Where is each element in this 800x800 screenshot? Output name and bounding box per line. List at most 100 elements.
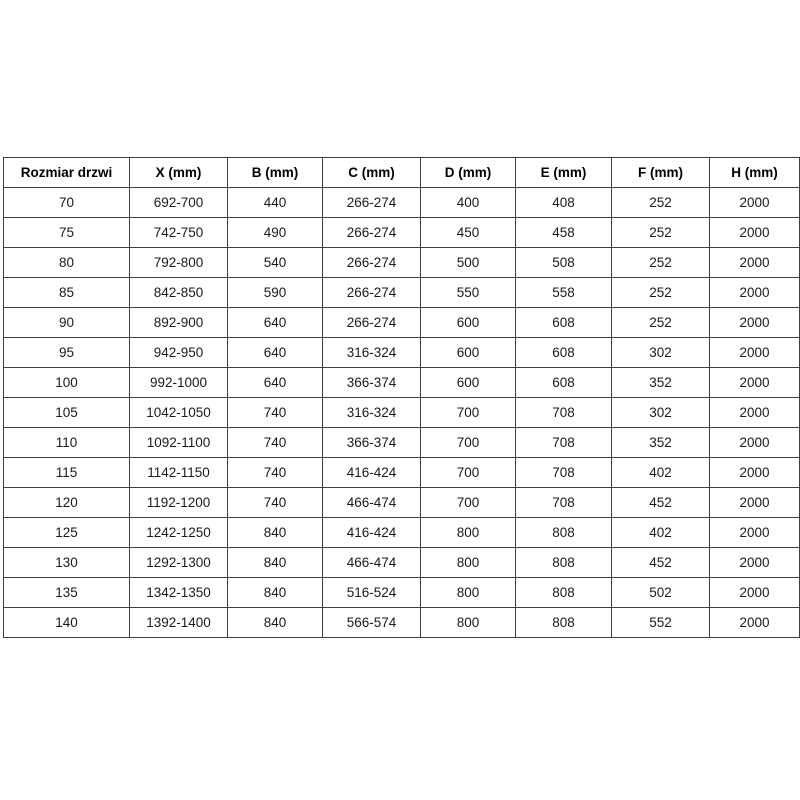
column-header-rozmiar-drzwi: Rozmiar drzwi — [3, 157, 130, 188]
table-cell: 740 — [227, 427, 323, 458]
table-cell: 840 — [227, 577, 323, 608]
column-header-d-mm: D (mm) — [420, 157, 516, 188]
table-cell: 842-850 — [129, 277, 228, 308]
table-cell: 600 — [420, 367, 516, 398]
table-row: 105 1042-1050 740 316-324 700 708 302 2000 — [3, 397, 800, 428]
table-row: 70 692-700 440 266-274 400 408 252 2000 — [3, 187, 800, 218]
table-cell: 2000 — [709, 577, 800, 608]
table-cell: 100 — [3, 367, 130, 398]
table-cell: 135 — [3, 577, 130, 608]
table-cell: 2000 — [709, 217, 800, 248]
table-row: 75 742-750 490 266-274 450 458 252 2000 — [3, 217, 800, 248]
table-header: Rozmiar drzwi X (mm) B (mm) C (mm) D (mm… — [3, 157, 800, 188]
table-cell: 402 — [611, 517, 710, 548]
table-cell: 416-424 — [322, 457, 421, 488]
column-header-h-mm: H (mm) — [709, 157, 800, 188]
table-cell: 800 — [420, 607, 516, 638]
table-row: 135 1342-1350 840 516-524 800 808 502 2000 — [3, 577, 800, 608]
table-cell: 458 — [515, 217, 612, 248]
table-cell: 266-274 — [322, 247, 421, 278]
table-cell: 608 — [515, 337, 612, 368]
table-cell: 1142-1150 — [129, 457, 228, 488]
table-cell: 316-324 — [322, 337, 421, 368]
table-cell: 416-424 — [322, 517, 421, 548]
table-cell: 402 — [611, 457, 710, 488]
table-cell: 708 — [515, 427, 612, 458]
table-cell: 608 — [515, 367, 612, 398]
table-cell: 708 — [515, 397, 612, 428]
table-cell: 700 — [420, 427, 516, 458]
table-cell: 708 — [515, 487, 612, 518]
table-cell: 800 — [420, 547, 516, 578]
table-cell: 130 — [3, 547, 130, 578]
table-cell: 266-274 — [322, 307, 421, 338]
table-cell: 466-474 — [322, 487, 421, 518]
table-cell: 140 — [3, 607, 130, 638]
table-cell: 700 — [420, 457, 516, 488]
table-cell: 892-900 — [129, 307, 228, 338]
table-cell: 840 — [227, 547, 323, 578]
table-cell: 2000 — [709, 547, 800, 578]
table-cell: 95 — [3, 337, 130, 368]
table-cell: 550 — [420, 277, 516, 308]
table-cell: 1092-1100 — [129, 427, 228, 458]
table-cell: 742-750 — [129, 217, 228, 248]
table-cell: 640 — [227, 367, 323, 398]
table-cell: 840 — [227, 517, 323, 548]
table-cell: 808 — [515, 577, 612, 608]
column-header-c-mm: C (mm) — [322, 157, 421, 188]
table-cell: 2000 — [709, 607, 800, 638]
table-cell: 252 — [611, 247, 710, 278]
table-cell: 1192-1200 — [129, 487, 228, 518]
table-cell: 266-274 — [322, 217, 421, 248]
table-cell: 266-274 — [322, 187, 421, 218]
table-cell: 120 — [3, 487, 130, 518]
table-row: 80 792-800 540 266-274 500 508 252 2000 — [3, 247, 800, 278]
table-cell: 1392-1400 — [129, 607, 228, 638]
table-header-row: Rozmiar drzwi X (mm) B (mm) C (mm) D (mm… — [3, 157, 800, 188]
table-row: 90 892-900 640 266-274 600 608 252 2000 — [3, 307, 800, 338]
table-cell: 640 — [227, 337, 323, 368]
table-cell: 800 — [420, 577, 516, 608]
table-cell: 2000 — [709, 367, 800, 398]
table-cell: 640 — [227, 307, 323, 338]
table-body: 70 692-700 440 266-274 400 408 252 2000 75 742-75… — [3, 187, 800, 638]
table-cell: 352 — [611, 427, 710, 458]
table-cell: 800 — [420, 517, 516, 548]
table-cell: 1292-1300 — [129, 547, 228, 578]
table-row: 125 1242-1250 840 416-424 800 808 402 2000 — [3, 517, 800, 548]
table-cell: 302 — [611, 397, 710, 428]
table-cell: 440 — [227, 187, 323, 218]
table-cell: 408 — [515, 187, 612, 218]
table-cell: 75 — [3, 217, 130, 248]
table-cell: 366-374 — [322, 427, 421, 458]
table-row: 120 1192-1200 740 466-474 700 708 452 2000 — [3, 487, 800, 518]
table-cell: 740 — [227, 397, 323, 428]
table-cell: 508 — [515, 247, 612, 278]
table-cell: 516-524 — [322, 577, 421, 608]
table-cell: 540 — [227, 247, 323, 278]
table-cell: 992-1000 — [129, 367, 228, 398]
table-cell: 558 — [515, 277, 612, 308]
table-cell: 266-274 — [322, 277, 421, 308]
table-cell: 808 — [515, 517, 612, 548]
table-cell: 252 — [611, 277, 710, 308]
table-cell: 302 — [611, 337, 710, 368]
table-cell: 808 — [515, 547, 612, 578]
table-cell: 115 — [3, 457, 130, 488]
table-cell: 85 — [3, 277, 130, 308]
table-cell: 692-700 — [129, 187, 228, 218]
column-header-b-mm: B (mm) — [227, 157, 323, 188]
table-cell: 2000 — [709, 307, 800, 338]
table-cell: 942-950 — [129, 337, 228, 368]
table-row: 110 1092-1100 740 366-374 700 708 352 2000 — [3, 427, 800, 458]
table-cell: 252 — [611, 187, 710, 218]
table-cell: 316-324 — [322, 397, 421, 428]
table-cell: 2000 — [709, 397, 800, 428]
dimensions-table: Rozmiar drzwi X (mm) B (mm) C (mm) D (mm… — [3, 157, 800, 638]
table-cell: 700 — [420, 487, 516, 518]
table-cell: 2000 — [709, 517, 800, 548]
table-cell: 600 — [420, 307, 516, 338]
table-cell: 2000 — [709, 427, 800, 458]
column-header-f-mm: F (mm) — [611, 157, 710, 188]
